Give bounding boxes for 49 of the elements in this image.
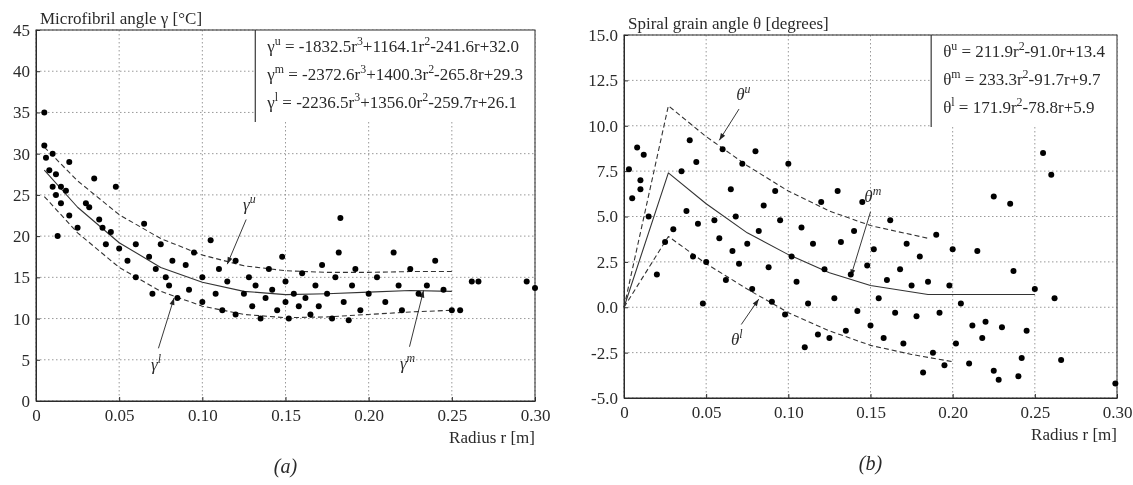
y-tick-label: 15.0 xyxy=(588,25,618,45)
annotation: γ$^{m}$ = -2372.6r$^{3}$+1400.3r$^{2}$-265.8r+29.3 xyxy=(266,62,523,84)
y-tick-label: 0.0 xyxy=(596,298,618,318)
y-tick-label: 35 xyxy=(13,103,30,123)
annotation: γ$^{l}$ = -2236.5r$^{3}$+1356.0r$^{2}$-259.7r+26.1 xyxy=(266,90,518,112)
y-tick-label: 30 xyxy=(13,144,30,164)
x-tick-label: 0.10 xyxy=(187,406,218,426)
y-axis-title: Microfibril angle γ [°C] xyxy=(40,9,203,28)
x-tick-label: 0.15 xyxy=(271,406,301,426)
annotation: θ$^{l}$ = 171.9r$^{2}$-78.8r+5.9 xyxy=(943,95,1095,117)
y-tick-label: 2.5 xyxy=(596,252,618,272)
text: (a) xyxy=(273,455,298,478)
line-series xyxy=(43,169,453,296)
x-tick-label: 0.30 xyxy=(1102,403,1133,423)
y-tick-label: 40 xyxy=(13,62,30,82)
y-tick-label: -5.0 xyxy=(591,388,618,408)
x-tick-label: 0.10 xyxy=(773,403,804,423)
annotation: θ$^{l}$ xyxy=(730,327,744,350)
x-tick-label: 0.30 xyxy=(520,406,551,426)
annotation: θ$^{u}$ xyxy=(736,82,751,105)
y-tick-label: 12.5 xyxy=(588,71,618,91)
y-tick-label: 45 xyxy=(13,20,30,40)
x-tick-label: 0.25 xyxy=(437,406,468,426)
annotation: γ$^{u}$ = -1832.5r$^{3}$+1164.1r$^{2}$-241.6r+32.0 xyxy=(266,34,520,56)
x-tick-label: 0.20 xyxy=(354,406,385,426)
x-tick-label: 0.05 xyxy=(691,403,722,423)
annotation: θ$^{u}$ = 211.9r$^{2}$-91.0r+13.4 xyxy=(943,39,1106,61)
y-tick-label: 25 xyxy=(13,185,30,205)
annotation: γ$^{u}$ xyxy=(242,192,256,215)
annotation: θ$^{m}$ xyxy=(864,184,882,207)
y-axis-title: Spiral grain angle θ [degrees] xyxy=(628,14,829,33)
y-tick-label: 10.0 xyxy=(588,116,618,136)
x-axis-title: Radius r [m] xyxy=(449,428,535,447)
x-tick-label: 0.20 xyxy=(938,403,969,423)
y-tick-label: 5.0 xyxy=(596,207,618,227)
y-tick-label: 7.5 xyxy=(596,162,618,182)
x-axis-title: Radius r [m] xyxy=(1031,425,1117,444)
y-tick-label: 15 xyxy=(13,268,30,288)
y-tick-label: 10 xyxy=(13,309,30,329)
y-tick-label: 5 xyxy=(21,350,30,370)
y-tick-label: 20 xyxy=(13,227,30,247)
x-tick-label: 0.15 xyxy=(856,403,886,423)
annotation: θ$^{m}$ = 233.3r$^{2}$-91.7r+9.7 xyxy=(943,67,1101,89)
text: (b) xyxy=(858,452,883,475)
x-tick-label: 0.05 xyxy=(104,406,135,426)
annotation: γ$^{m}$ xyxy=(399,350,416,373)
y-tick-label: -2.5 xyxy=(591,343,618,363)
annotation: γ$^{l}$ xyxy=(151,351,162,374)
x-tick-label: 0.25 xyxy=(1020,403,1051,423)
